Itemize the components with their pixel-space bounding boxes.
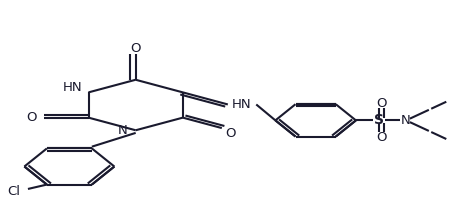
- Text: N: N: [401, 114, 411, 127]
- Text: Cl: Cl: [7, 185, 20, 198]
- Text: O: O: [27, 111, 37, 124]
- Text: O: O: [225, 127, 236, 140]
- Text: S: S: [374, 113, 384, 127]
- Text: HN: HN: [232, 98, 251, 111]
- Text: O: O: [131, 42, 141, 55]
- Text: O: O: [376, 131, 386, 144]
- Text: N: N: [117, 124, 127, 137]
- Text: O: O: [376, 97, 386, 110]
- Text: HN: HN: [63, 81, 83, 94]
